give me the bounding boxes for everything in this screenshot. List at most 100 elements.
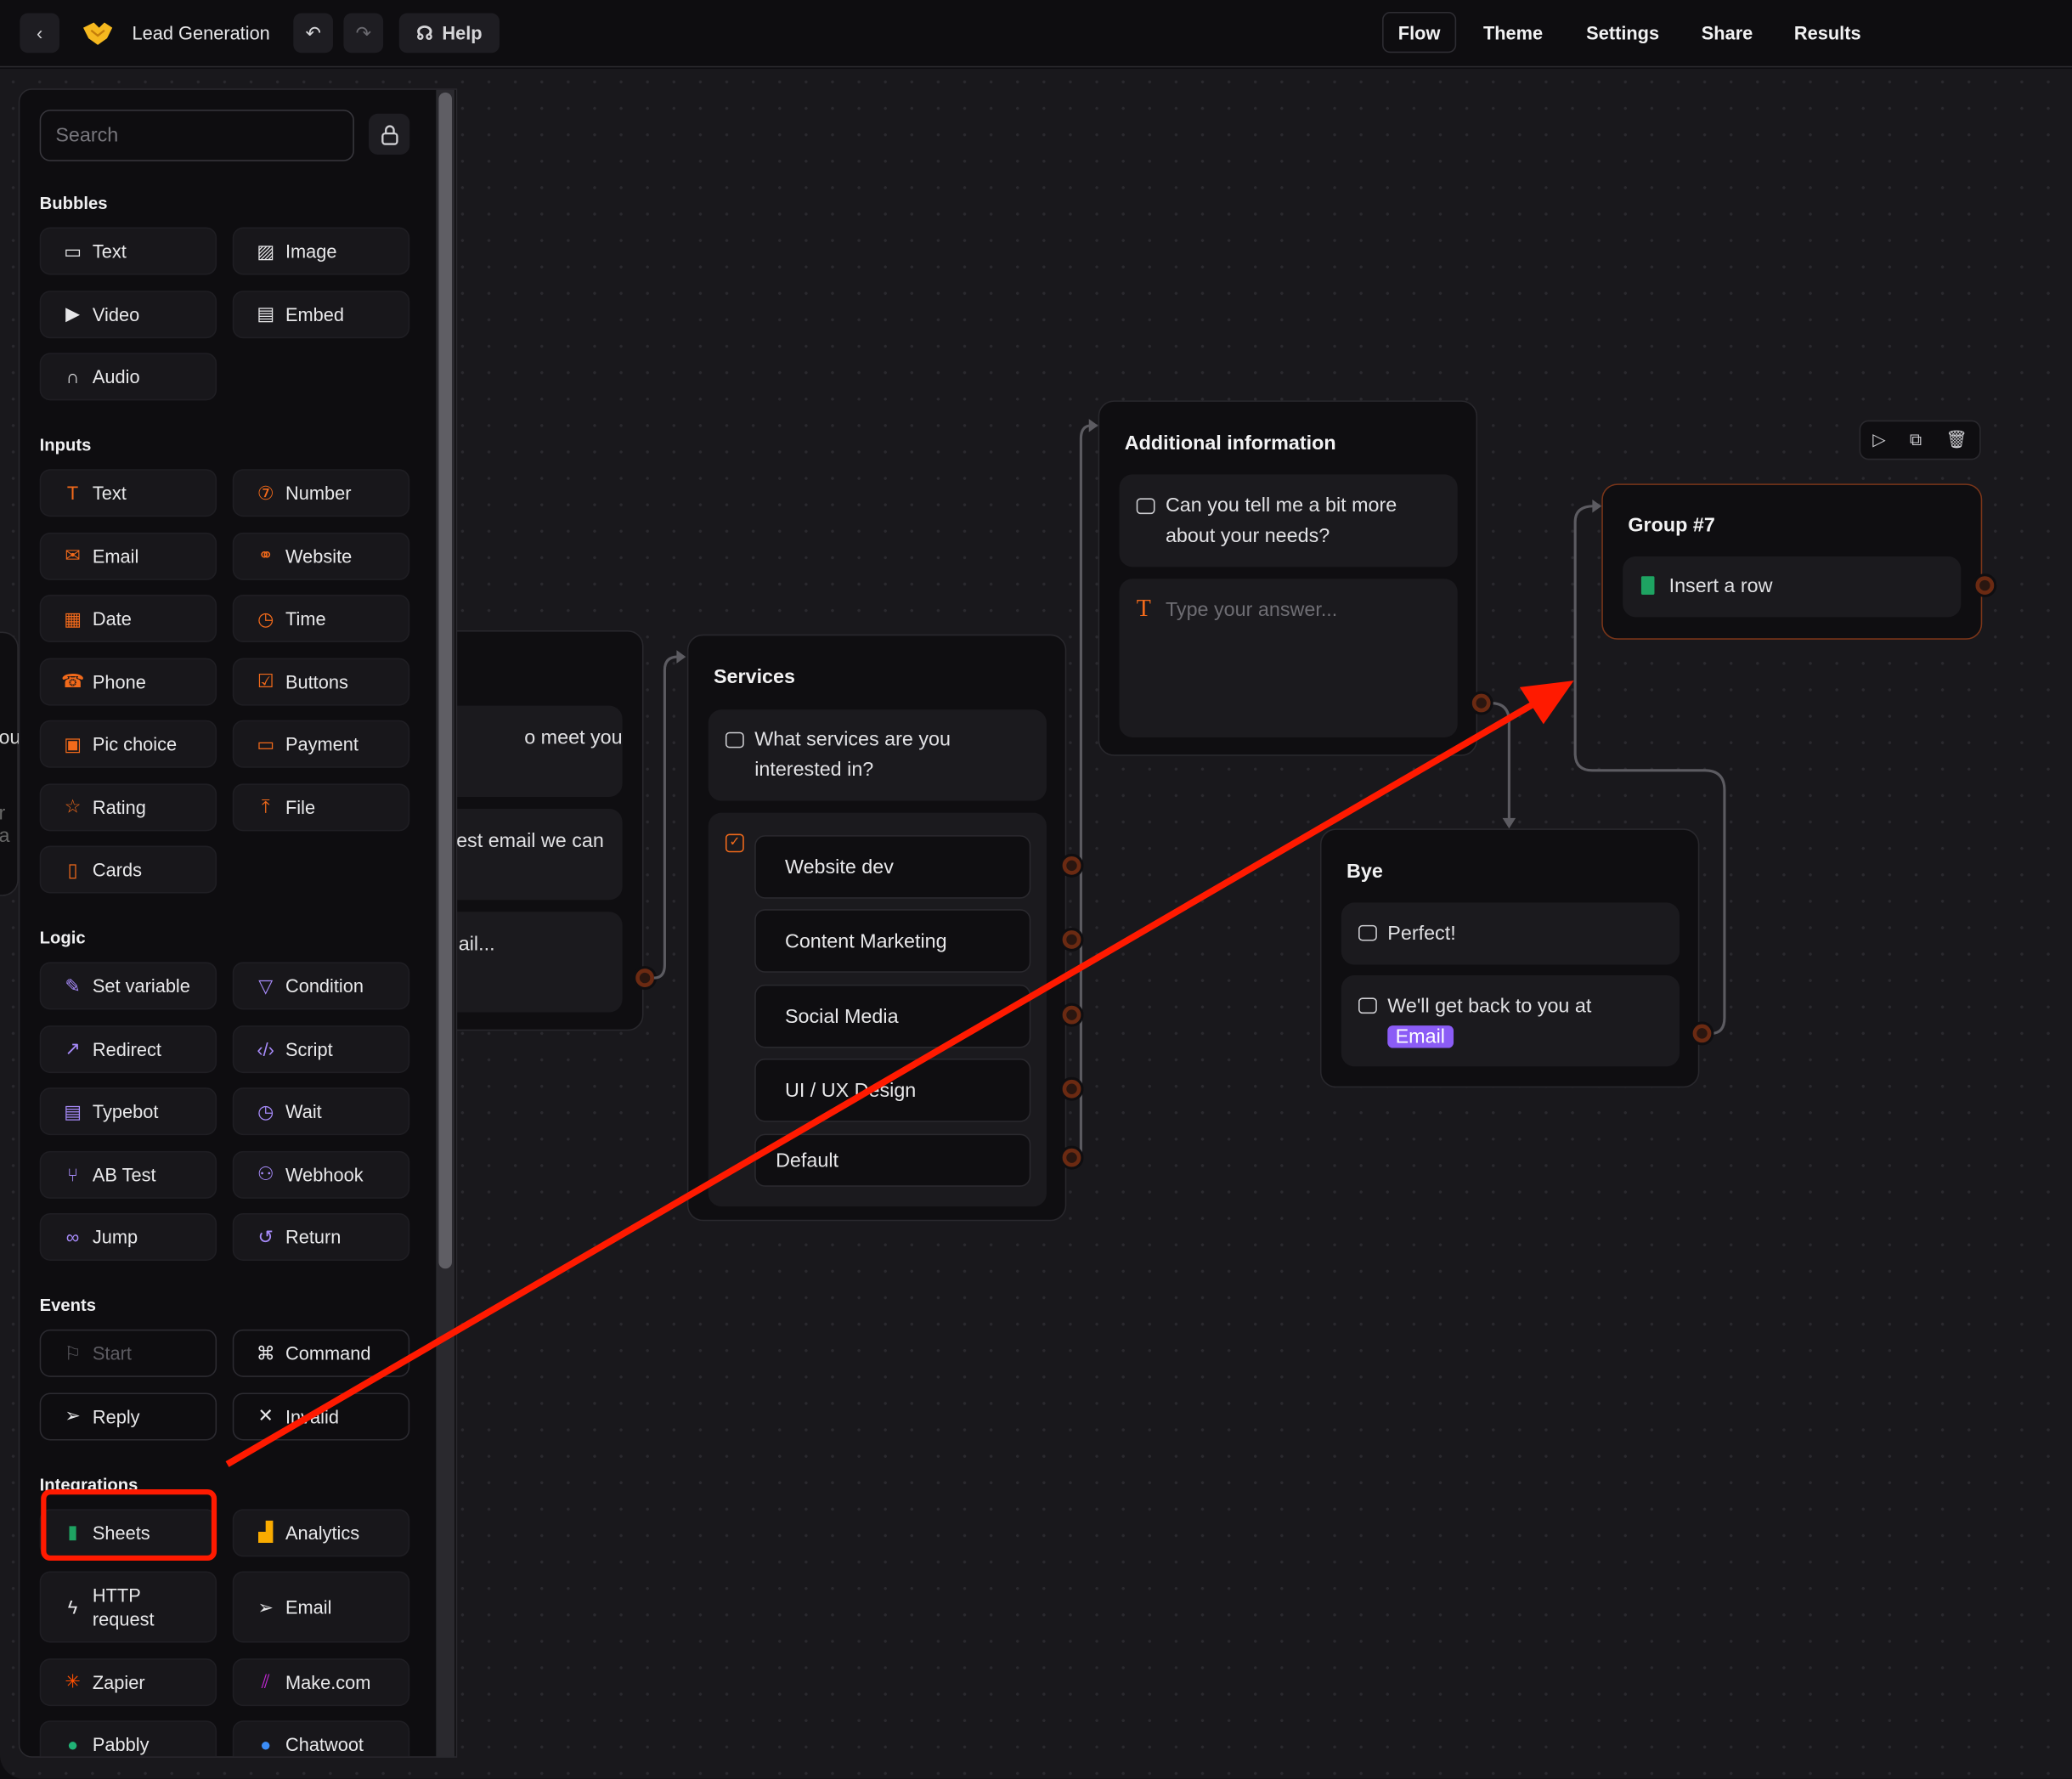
text-bubble-block[interactable]: What services are you interested in? <box>708 709 1047 801</box>
block-item-number[interactable]: ⑦ Number <box>232 469 410 517</box>
block-item-invalid[interactable]: ✕Invalid <box>232 1392 410 1440</box>
block-item-cards[interactable]: ▯ Cards <box>39 845 217 894</box>
block-item-redirect[interactable]: ↗ Redirect <box>39 1025 217 1073</box>
checkbox-icon: ☑ <box>257 669 274 692</box>
group-node-group-7[interactable]: Group #7 Insert a row <box>1601 483 1983 640</box>
block-item-command[interactable]: ⌘ Command <box>232 1329 410 1377</box>
output-handle[interactable] <box>1975 576 1995 595</box>
play-icon[interactable]: ▷ <box>1872 429 1886 449</box>
block-item-ab-test[interactable]: ⑂ AB Test <box>39 1150 217 1199</box>
text-bubble-block[interactable]: We'll get back to you at Email <box>1341 974 1680 1067</box>
block-item-text[interactable]: T Text <box>39 469 217 517</box>
block-item-make-com[interactable]: ⫽ Make.com <box>232 1658 410 1706</box>
back-button[interactable]: ‹ <box>20 13 59 54</box>
block-item-email[interactable]: ➢ Email <box>232 1571 410 1643</box>
block-item-label: Embed <box>285 302 344 325</box>
tab-share[interactable]: Share <box>1701 21 1753 43</box>
block-item-typebot[interactable]: ▤ Typebot <box>39 1087 217 1136</box>
block-item-zapier[interactable]: ✳ Zapier <box>39 1658 217 1706</box>
image-icon: ▨ <box>257 240 274 262</box>
block-item-pic-choice[interactable]: ▣ Pic choice <box>39 720 217 768</box>
block-item-email[interactable]: ✉ Email <box>39 532 217 580</box>
block-grid: ⚐ Start ⌘ Command ➢ Reply ✕Invalid <box>39 1329 411 1440</box>
block-item-set-variable[interactable]: ✎ Set variable <box>39 962 217 1010</box>
block-item-label: Video <box>92 302 140 325</box>
block-item-time[interactable]: ◷ Time <box>232 594 410 642</box>
output-handle[interactable] <box>1062 1005 1081 1025</box>
choice-item[interactable]: Social Media <box>754 984 1031 1048</box>
chat-bubble-icon <box>1358 924 1377 941</box>
envelope-icon: ✉ <box>65 544 81 566</box>
output-handle[interactable] <box>1692 1024 1712 1043</box>
command-icon: ⌘ <box>256 1341 275 1364</box>
block-item-webhook[interactable]: ⚇ Webhook <box>232 1150 410 1199</box>
undo-button[interactable]: ↶ <box>293 13 333 54</box>
block-item-script[interactable]: ‹/› Script <box>232 1025 410 1073</box>
group-title[interactable]: Group #7 <box>1628 514 1715 537</box>
block-item-wait[interactable]: ◷ Wait <box>232 1087 410 1136</box>
chat-bubble-icon <box>1358 997 1377 1014</box>
text-bubble-block[interactable]: Perfect! <box>1341 902 1680 965</box>
partial-group-node[interactable]: ou r a <box>0 631 20 896</box>
block-item-audio[interactable]: ∩ Audio <box>39 353 217 401</box>
group-title[interactable]: Additional information <box>1124 432 1336 455</box>
redo-button[interactable]: ↷ <box>343 13 384 54</box>
block-item-label: Email <box>92 545 139 567</box>
block-item-reply[interactable]: ➢ Reply <box>39 1392 217 1440</box>
choice-item[interactable]: Website dev <box>754 835 1031 899</box>
block-item-embed[interactable]: ▤ Embed <box>232 290 410 338</box>
sidebar-scrollbar-thumb[interactable] <box>438 92 452 1269</box>
return-icon: ↺ <box>257 1225 274 1247</box>
output-handle[interactable] <box>1062 1148 1081 1167</box>
block-item-pabbly[interactable]: ● Pabbly <box>39 1720 217 1757</box>
block-item-website[interactable]: ⚭ Website <box>232 532 410 580</box>
output-handle[interactable] <box>635 969 654 987</box>
google-sheets-icon <box>1640 576 1655 595</box>
group-node-services[interactable]: Services What services are you intereste… <box>686 634 1067 1222</box>
block-item-http-request[interactable]: ϟ HTTP request <box>39 1571 217 1643</box>
block-item-return[interactable]: ↺ Return <box>232 1212 410 1261</box>
search-input[interactable] <box>39 110 354 161</box>
choice-item[interactable]: UI / UX Design <box>754 1058 1031 1122</box>
block-item-date[interactable]: ▦ Date <box>39 594 217 642</box>
buttons-input-block[interactable]: ✓ Website dev Content Marketing Social M… <box>708 812 1047 1207</box>
group-title[interactable]: Bye <box>1347 860 1383 884</box>
output-handle[interactable] <box>1062 1079 1081 1098</box>
lock-sidebar-button[interactable] <box>368 113 410 155</box>
block-item-phone[interactable]: ☎ Phone <box>39 657 217 705</box>
tab-settings[interactable]: Settings <box>1586 21 1660 43</box>
block-item-jump[interactable]: ∞ Jump <box>39 1212 217 1261</box>
block-item-image[interactable]: ▨ Image <box>232 227 410 275</box>
chevron-left-icon: ‹ <box>37 22 43 44</box>
block-item-analytics[interactable]: ▟ Analytics <box>232 1508 410 1556</box>
duplicate-icon[interactable]: ⧉ <box>1909 429 1922 449</box>
output-handle[interactable] <box>1471 693 1491 713</box>
output-handle[interactable] <box>1062 930 1081 949</box>
block-item-buttons[interactable]: ☑ Buttons <box>232 657 410 705</box>
choice-item[interactable]: Content Marketing <box>754 909 1031 973</box>
group-title[interactable]: Services <box>713 665 795 689</box>
block-item-rating[interactable]: ☆ Rating <box>39 782 217 831</box>
text-input-block[interactable]: T Type your answer... <box>1119 579 1458 737</box>
block-item-text[interactable]: ▭ Text <box>39 227 217 275</box>
section-title-inputs: Inputs <box>39 434 92 455</box>
tab-flow[interactable]: Flow <box>1382 11 1457 54</box>
text-bubble-block[interactable]: Can you tell me a bit more about your ne… <box>1119 474 1458 568</box>
tab-theme[interactable]: Theme <box>1482 21 1544 43</box>
block-item-video[interactable]: ▶ Video <box>39 290 217 338</box>
output-handle[interactable] <box>1062 856 1081 875</box>
block-item-condition[interactable]: ▽ Condition <box>232 962 410 1010</box>
block-text: We'll get back to you at <box>1387 995 1592 1018</box>
block-item-sheets[interactable]: ▮ Sheets <box>39 1508 217 1556</box>
trash-icon[interactable]: 🗑︎ <box>1945 429 1968 449</box>
help-button[interactable]: ☊ Help <box>398 13 500 54</box>
block-item-chatwoot[interactable]: ● Chatwoot <box>232 1720 410 1757</box>
group-node-additional-information[interactable]: Additional information Can you tell me a… <box>1098 400 1478 756</box>
block-item-payment[interactable]: ▭ Payment <box>232 720 410 768</box>
google-sheets-block[interactable]: Insert a row <box>1623 556 1962 618</box>
group-node-bye[interactable]: Bye Perfect! We'll get back to you at Em… <box>1319 828 1700 1088</box>
block-item-file[interactable]: ⤒ File <box>232 782 410 831</box>
tab-results[interactable]: Results <box>1793 21 1861 43</box>
block-item-label: Text <box>92 482 127 504</box>
typebot-title[interactable]: Lead Generation <box>132 22 270 44</box>
